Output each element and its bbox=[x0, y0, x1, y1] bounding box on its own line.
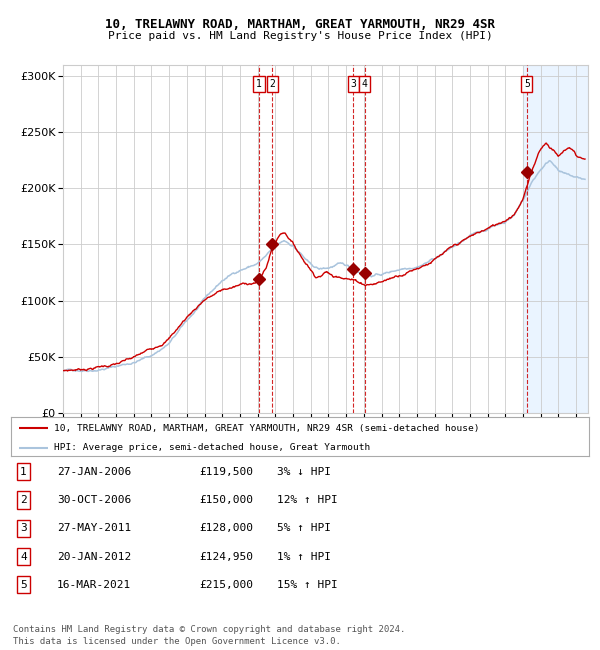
Text: HPI: Average price, semi-detached house, Great Yarmouth: HPI: Average price, semi-detached house,… bbox=[54, 443, 370, 452]
Text: 12% ↑ HPI: 12% ↑ HPI bbox=[277, 495, 338, 505]
Text: Price paid vs. HM Land Registry's House Price Index (HPI): Price paid vs. HM Land Registry's House … bbox=[107, 31, 493, 41]
Text: 3: 3 bbox=[20, 523, 27, 533]
Text: 1% ↑ HPI: 1% ↑ HPI bbox=[277, 552, 331, 562]
Text: £150,000: £150,000 bbox=[200, 495, 254, 505]
Text: 3% ↓ HPI: 3% ↓ HPI bbox=[277, 467, 331, 476]
Bar bbox=[523, 65, 588, 413]
Text: 5: 5 bbox=[20, 580, 27, 590]
Text: 2: 2 bbox=[20, 495, 27, 505]
Text: Contains HM Land Registry data © Crown copyright and database right 2024.: Contains HM Land Registry data © Crown c… bbox=[13, 625, 406, 634]
Text: £128,000: £128,000 bbox=[200, 523, 254, 533]
Text: £124,950: £124,950 bbox=[200, 552, 254, 562]
Text: 30-OCT-2006: 30-OCT-2006 bbox=[57, 495, 131, 505]
Text: 2: 2 bbox=[269, 79, 275, 89]
Text: 4: 4 bbox=[20, 552, 27, 562]
Text: 3: 3 bbox=[350, 79, 356, 89]
Text: 1: 1 bbox=[256, 79, 262, 89]
Text: 20-JAN-2012: 20-JAN-2012 bbox=[57, 552, 131, 562]
Text: 4: 4 bbox=[362, 79, 368, 89]
Text: 27-JAN-2006: 27-JAN-2006 bbox=[57, 467, 131, 476]
Text: 10, TRELAWNY ROAD, MARTHAM, GREAT YARMOUTH, NR29 4SR (semi-detached house): 10, TRELAWNY ROAD, MARTHAM, GREAT YARMOU… bbox=[54, 424, 479, 433]
Text: 15% ↑ HPI: 15% ↑ HPI bbox=[277, 580, 338, 590]
Text: £215,000: £215,000 bbox=[200, 580, 254, 590]
Text: 10, TRELAWNY ROAD, MARTHAM, GREAT YARMOUTH, NR29 4SR: 10, TRELAWNY ROAD, MARTHAM, GREAT YARMOU… bbox=[105, 18, 495, 31]
Text: 27-MAY-2011: 27-MAY-2011 bbox=[57, 523, 131, 533]
Text: 16-MAR-2021: 16-MAR-2021 bbox=[57, 580, 131, 590]
Text: 5% ↑ HPI: 5% ↑ HPI bbox=[277, 523, 331, 533]
Text: 5: 5 bbox=[524, 79, 530, 89]
Text: £119,500: £119,500 bbox=[200, 467, 254, 476]
Text: This data is licensed under the Open Government Licence v3.0.: This data is licensed under the Open Gov… bbox=[13, 637, 341, 646]
Text: 1: 1 bbox=[20, 467, 27, 476]
